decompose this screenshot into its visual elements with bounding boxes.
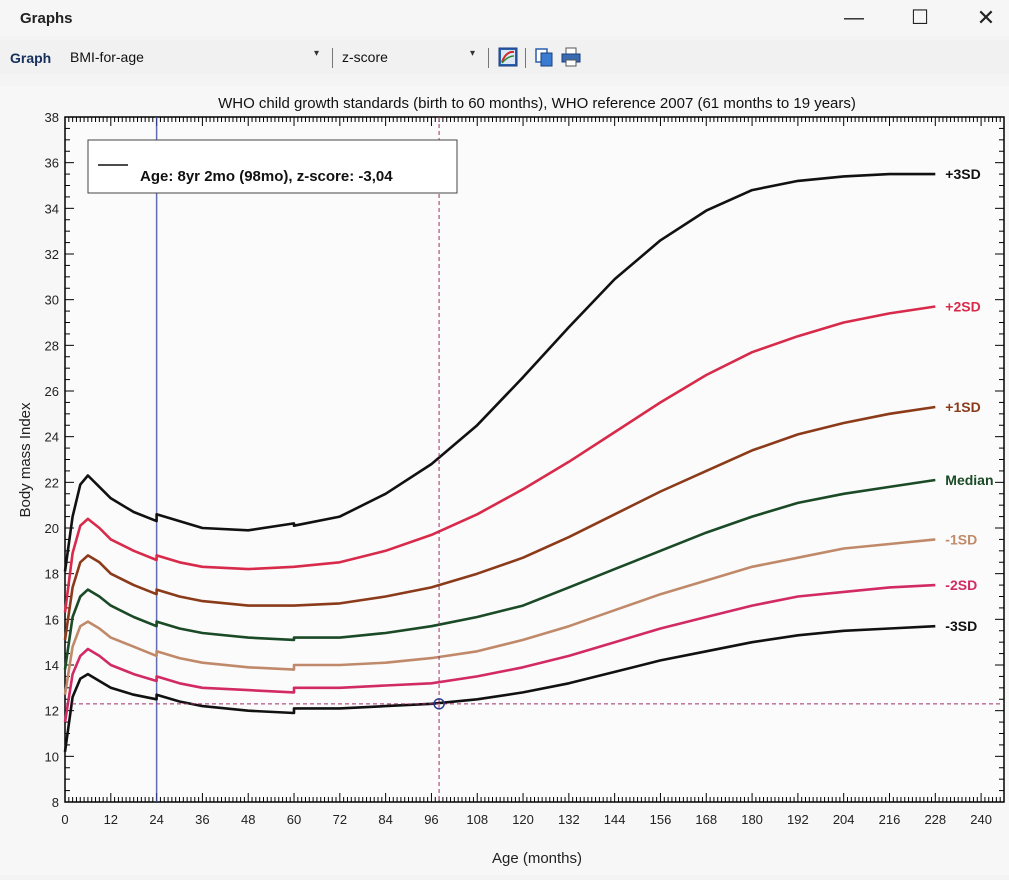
toolbar-divider — [488, 48, 489, 68]
toolbar-divider — [525, 48, 526, 68]
x-tick-label: 72 — [333, 812, 347, 827]
x-tick-label: 60 — [287, 812, 301, 827]
x-tick-label: 228 — [924, 812, 946, 827]
y-tick-label: 34 — [45, 201, 59, 216]
x-tick-label: 24 — [149, 812, 163, 827]
y-tick-label: 36 — [45, 156, 59, 171]
x-tick-label: 180 — [741, 812, 763, 827]
graph-type-value: BMI-for-age — [70, 49, 144, 65]
x-tick-label: 240 — [970, 812, 992, 827]
close-button[interactable]: ✕ — [976, 5, 996, 30]
y-tick-label: 22 — [45, 475, 59, 490]
y-tick-label: 30 — [45, 293, 59, 308]
axis-ticks: 0 12 24 36 48 60 72 84 96 108 120 132 144 156 168 180 19… — [45, 110, 1005, 827]
growth-curve-line — [63, 478, 936, 670]
toolbar-divider — [332, 48, 333, 68]
patient-marker-layer — [65, 117, 1004, 802]
curve-label: +3SD — [945, 166, 980, 182]
growth-curve-line — [63, 172, 936, 572]
y-tick-label: 18 — [45, 567, 59, 582]
growth-curve-line — [63, 583, 936, 723]
y-tick-label: 16 — [45, 612, 59, 627]
minimize-button[interactable]: — — [844, 7, 864, 29]
x-tick-label: 192 — [787, 812, 809, 827]
y-tick-label: 20 — [45, 521, 59, 536]
curve-label: -1SD — [945, 531, 977, 547]
curve-label: -3SD — [945, 618, 977, 634]
y-tick-label: 12 — [45, 704, 59, 719]
curve-label: +2SD — [945, 299, 980, 315]
curve-label: Median — [945, 472, 993, 488]
growth-curve-line — [63, 405, 936, 641]
x-tick-label: 132 — [558, 812, 580, 827]
curve-label: -2SD — [945, 577, 977, 593]
x-tick-label: 120 — [512, 812, 534, 827]
bmi-for-age-chart[interactable]: WHO child growth standards (birth to 60 … — [0, 86, 1009, 875]
x-tick-label: 144 — [604, 812, 626, 827]
y-axis-label: Body mass Index — [17, 402, 34, 518]
y-tick-label: 10 — [45, 749, 59, 764]
x-tick-label: 12 — [104, 812, 118, 827]
y-tick-label: 32 — [45, 247, 59, 262]
score-mode-select[interactable]: z-score ▾ — [342, 48, 482, 68]
score-mode-value: z-score — [342, 49, 388, 65]
y-tick-label: 24 — [45, 430, 59, 445]
growth-curve-line — [63, 624, 936, 752]
chevron-down-icon: ▾ — [470, 48, 476, 59]
x-tick-label: 204 — [833, 812, 855, 827]
x-tick-label: 36 — [195, 812, 209, 827]
y-tick-label: 26 — [45, 384, 59, 399]
title-bar: Graphs — ☐ ✕ — [0, 0, 1009, 36]
y-tick-label: 38 — [45, 110, 59, 125]
chart-title: WHO child growth standards (birth to 60 … — [218, 95, 856, 112]
growth-curve-line — [63, 305, 936, 613]
maximize-button[interactable]: ☐ — [911, 7, 929, 29]
curve-label: +1SD — [945, 399, 980, 415]
bmi-chart-panel: WHO child growth standards (birth to 60 … — [0, 86, 1009, 875]
x-tick-label: 168 — [695, 812, 717, 827]
x-axis-label: Age (months) — [492, 850, 582, 867]
y-tick-label: 14 — [45, 658, 59, 673]
graph-type-select[interactable]: BMI-for-age ▾ — [70, 48, 330, 68]
x-tick-label: 84 — [378, 812, 392, 827]
legend: Age: 8yr 2mo (98mo), z-score: -3,04 — [87, 139, 458, 194]
graph-toolbar: Graph BMI-for-age ▾ z-score ▾ — [0, 40, 1009, 74]
x-tick-label: 96 — [424, 812, 438, 827]
plot-area — [64, 116, 1005, 803]
x-tick-label: 216 — [879, 812, 901, 827]
patient-data-point[interactable] — [433, 698, 445, 710]
window-title: Graphs — [20, 10, 73, 27]
y-tick-label: 28 — [45, 338, 59, 353]
x-tick-label: 0 — [61, 812, 68, 827]
x-tick-label: 156 — [650, 812, 672, 827]
graph-label: Graph — [10, 50, 52, 66]
copy-icon[interactable] — [534, 47, 554, 67]
x-tick-label: 48 — [241, 812, 255, 827]
legend-entry: Age: 8yr 2mo (98mo), z-score: -3,04 — [140, 168, 393, 185]
chart-edit-icon[interactable] — [498, 47, 518, 67]
x-tick-label: 108 — [466, 812, 488, 827]
y-tick-label: 8 — [52, 795, 59, 810]
growth-curves: +3SD +2SD +1SD Median -1SD -2SD -3SD — [63, 166, 994, 752]
print-icon[interactable] — [561, 47, 581, 67]
chevron-down-icon: ▾ — [314, 48, 320, 59]
growth-curve-line — [63, 538, 936, 695]
legend-box — [87, 139, 458, 194]
